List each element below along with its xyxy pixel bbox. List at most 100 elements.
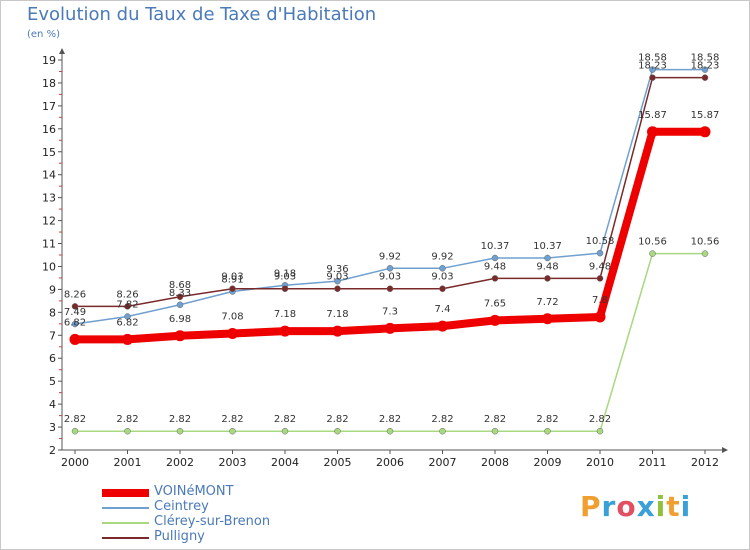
data-point xyxy=(544,254,551,262)
data-point xyxy=(437,320,448,332)
x-tick-label: 2003 xyxy=(219,456,247,469)
logo-letter: i xyxy=(680,490,692,523)
data-point xyxy=(124,303,131,310)
data-label: 10.56 xyxy=(691,237,720,248)
data-label: 2.82 xyxy=(431,414,453,425)
data-label: 7.49 xyxy=(64,307,86,318)
data-label: 6.82 xyxy=(64,317,86,328)
data-label: 9.48 xyxy=(536,261,558,272)
data-label: 2.82 xyxy=(221,414,243,425)
data-point xyxy=(334,277,341,285)
x-tick-label: 2002 xyxy=(166,456,194,469)
x-tick-label: 2000 xyxy=(61,456,89,469)
data-point xyxy=(384,322,396,334)
data-point xyxy=(596,249,604,257)
y-tick-label: 12 xyxy=(42,215,56,228)
data-point xyxy=(649,66,656,73)
data-label: 9.36 xyxy=(326,264,348,275)
x-tick-label: 2005 xyxy=(324,456,352,469)
x-tick-label: 2012 xyxy=(691,456,719,469)
data-label: 7.18 xyxy=(326,309,348,320)
data-point xyxy=(176,427,184,435)
data-point xyxy=(647,126,658,138)
data-label: 2.82 xyxy=(379,414,401,425)
data-point xyxy=(386,427,394,435)
data-point xyxy=(701,74,709,81)
data-point xyxy=(71,303,79,310)
data-point xyxy=(491,275,499,282)
data-point xyxy=(649,74,656,81)
data-point xyxy=(124,313,131,320)
data-point xyxy=(229,285,236,292)
y-tick-label: 14 xyxy=(42,169,56,182)
data-label: 8.68 xyxy=(169,280,191,291)
data-point xyxy=(489,314,501,326)
logo-letter: o xyxy=(616,490,637,523)
data-point xyxy=(544,275,551,282)
data-label: 2.82 xyxy=(484,414,506,425)
data-label: 8.26 xyxy=(116,289,138,300)
data-label: 2.82 xyxy=(536,414,558,425)
data-point xyxy=(596,427,604,435)
data-label: 7.65 xyxy=(484,298,506,309)
data-label: 2.82 xyxy=(589,414,611,425)
chart-title: Evolution du Taux de Taxe d'Habitation xyxy=(27,4,377,25)
legend-swatch-pulligny xyxy=(102,537,149,539)
data-label: 9.03 xyxy=(326,272,348,283)
data-label: 2.82 xyxy=(274,414,296,425)
data-label: 18.23 xyxy=(638,61,667,72)
data-point xyxy=(69,333,81,345)
data-label: 9.18 xyxy=(274,268,296,279)
data-point xyxy=(649,250,656,257)
data-label: 9.03 xyxy=(274,272,296,283)
data-label: 18.23 xyxy=(691,61,720,72)
data-label: 7.82 xyxy=(116,299,138,310)
logo-letter: x xyxy=(636,490,656,523)
data-point xyxy=(281,285,289,292)
y-tick-label: 18 xyxy=(42,77,56,90)
y-tick-label: 11 xyxy=(42,238,56,251)
data-label: 15.87 xyxy=(691,110,720,121)
data-label: 7.08 xyxy=(221,311,243,322)
data-label: 2.82 xyxy=(326,414,348,425)
data-point xyxy=(227,327,238,339)
data-point xyxy=(701,66,709,73)
data-point xyxy=(386,285,394,292)
legend-swatch-ceintrey xyxy=(102,507,149,509)
logo-letter: P xyxy=(580,490,602,523)
data-label: 9.03 xyxy=(431,272,453,283)
data-label: 7.8 xyxy=(592,295,608,306)
data-point xyxy=(386,265,394,272)
data-point xyxy=(491,427,499,435)
data-label: 10.37 xyxy=(533,241,562,252)
x-tick-label: 2001 xyxy=(114,456,142,469)
data-point xyxy=(594,311,606,323)
x-tick-label: 2010 xyxy=(586,456,614,469)
x-axis-arrow xyxy=(722,447,728,453)
data-point xyxy=(71,320,79,328)
y-tick-label: 17 xyxy=(42,100,56,113)
y-tick-label: 15 xyxy=(42,146,56,159)
data-label: 8.33 xyxy=(169,288,191,299)
x-tick-label: 2011 xyxy=(639,456,667,469)
data-label: 9.48 xyxy=(484,261,506,272)
data-label: 7.72 xyxy=(536,297,558,308)
data-point xyxy=(699,126,711,138)
data-point xyxy=(176,301,184,309)
x-tick-label: 2004 xyxy=(271,456,299,469)
legend-label-voinemont: VOINéMONT xyxy=(154,484,234,499)
data-point xyxy=(176,293,184,301)
data-label: 18.58 xyxy=(638,53,667,64)
legend-swatch-voinemont xyxy=(102,489,149,497)
y-tick-label: 9 xyxy=(49,283,56,296)
data-label: 2.82 xyxy=(64,414,86,425)
data-label: 6.82 xyxy=(116,317,138,328)
y-tick-label: 7 xyxy=(49,329,56,342)
y-unit-label: (en %) xyxy=(27,29,60,40)
data-point xyxy=(332,325,343,337)
data-point xyxy=(122,333,133,345)
data-point xyxy=(229,427,236,435)
y-tick-label: 19 xyxy=(42,54,56,67)
data-point xyxy=(701,250,709,257)
